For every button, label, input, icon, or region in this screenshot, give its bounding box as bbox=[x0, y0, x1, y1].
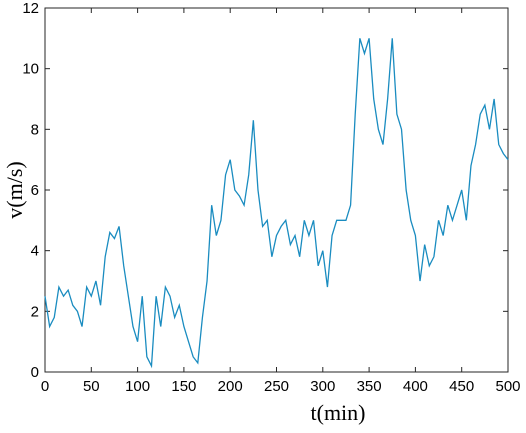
y-tick-label: 8 bbox=[31, 121, 39, 138]
x-tick-label: 250 bbox=[264, 378, 289, 395]
y-tick-label: 4 bbox=[31, 243, 39, 260]
x-tick-label: 50 bbox=[83, 378, 100, 395]
x-axis-label: t(min) bbox=[311, 400, 366, 425]
y-tick-label: 6 bbox=[31, 182, 39, 199]
x-tick-label: 0 bbox=[41, 378, 49, 395]
y-tick-label: 12 bbox=[22, 0, 39, 17]
x-tick-label: 200 bbox=[218, 378, 243, 395]
x-tick-label: 100 bbox=[125, 378, 150, 395]
y-axis-label: v(m/s) bbox=[2, 161, 27, 218]
data-line bbox=[44, 38, 509, 369]
x-tick-label: 150 bbox=[171, 378, 196, 395]
x-tick-label: 300 bbox=[310, 378, 335, 395]
y-tick-label: 0 bbox=[31, 364, 39, 381]
y-tick-label: 2 bbox=[31, 303, 39, 320]
y-tick-label: 10 bbox=[22, 61, 39, 78]
plot-frame bbox=[44, 7, 509, 373]
x-tick-label: 500 bbox=[495, 378, 520, 395]
x-tick-label: 400 bbox=[403, 378, 428, 395]
x-tick-label: 450 bbox=[449, 378, 474, 395]
x-tick-label: 350 bbox=[357, 378, 382, 395]
